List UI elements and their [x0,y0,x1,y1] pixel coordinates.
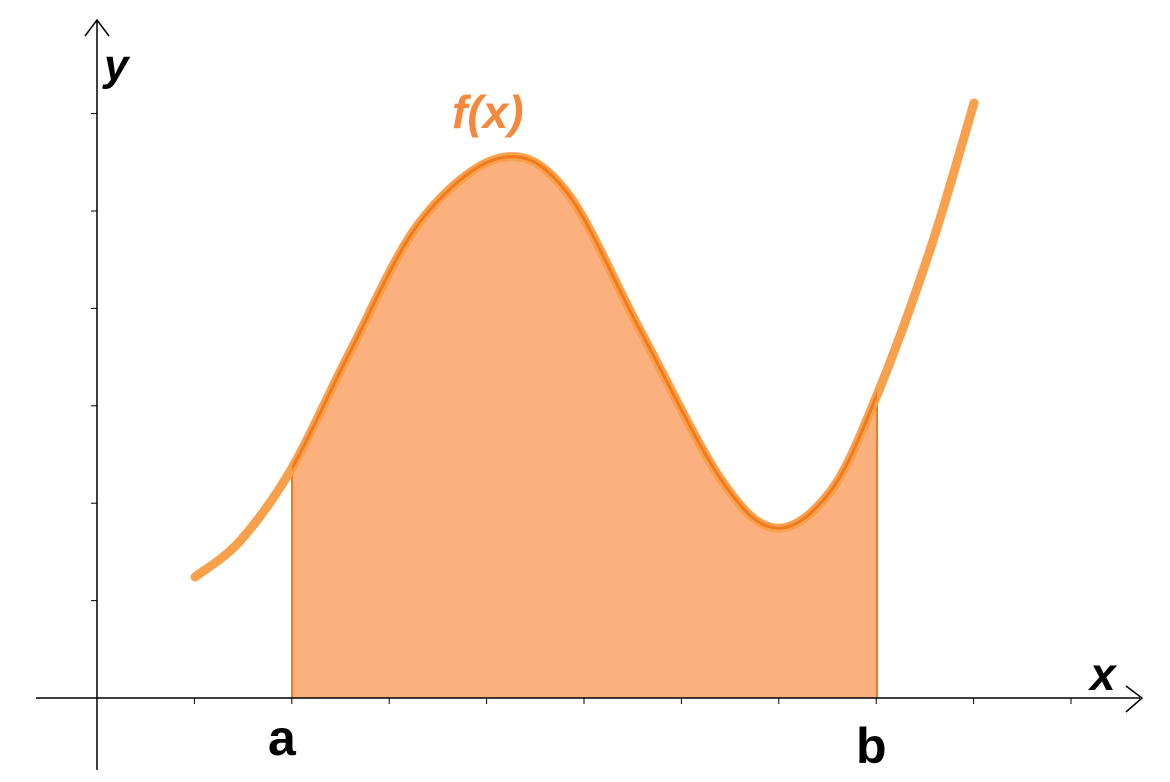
axis-ticks [91,113,1072,704]
lower-bound-label: a [268,710,297,766]
x-axis-arrow-icon [1125,685,1144,713]
x-axis-label: x [1087,648,1118,700]
y-axis-arrow-icon [84,18,110,37]
y-axis-label: y [102,41,131,90]
upper-bound-label: b [856,718,887,774]
function-curve-highlight [292,155,877,530]
function-label: f(x) [452,86,524,138]
area-under-curve [292,156,877,698]
